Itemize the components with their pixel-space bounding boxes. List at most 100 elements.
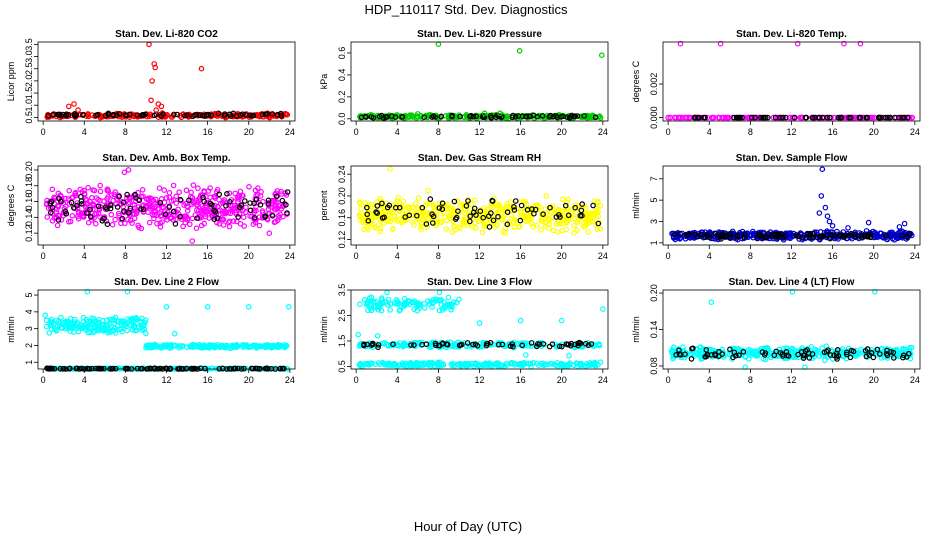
data-point: [507, 199, 514, 205]
data-point: [257, 202, 264, 208]
data-point: [49, 218, 56, 224]
data-point: [543, 210, 550, 217]
data-point: [209, 365, 215, 372]
data-point: [436, 205, 443, 211]
data-point: [97, 188, 104, 195]
y-tick-label: 0.5: [24, 111, 34, 124]
x-tick-label: 12: [474, 127, 484, 137]
data-point: [63, 111, 70, 118]
data-point: [394, 342, 401, 349]
data-point: [378, 295, 385, 301]
data-point: [250, 221, 257, 228]
data-point: [565, 212, 572, 219]
data-point: [189, 238, 196, 244]
data-point: [132, 191, 138, 198]
data-point: [391, 300, 398, 306]
data-point: [396, 208, 403, 214]
data-point: [594, 209, 600, 215]
data-point: [706, 234, 713, 241]
data-point: [131, 215, 138, 222]
data-point: [772, 114, 779, 121]
data-point: [522, 198, 529, 205]
data-point: [355, 331, 362, 338]
data-point: [511, 207, 518, 213]
x-tick-label: 20: [869, 251, 879, 261]
data-point: [871, 288, 878, 295]
data-point: [563, 199, 570, 205]
data-point: [190, 113, 196, 120]
data-point: [786, 230, 793, 237]
data-point: [804, 347, 810, 353]
data-point: [124, 191, 130, 198]
data-point: [560, 113, 566, 120]
data-point: [396, 204, 403, 211]
data-point: [495, 213, 501, 220]
data-point: [374, 333, 381, 339]
data-point: [835, 114, 841, 121]
data-point: [375, 360, 382, 366]
data-point: [80, 319, 87, 325]
data-point: [710, 114, 717, 121]
data-point: [898, 230, 905, 236]
data-point: [385, 296, 392, 303]
data-point: [427, 196, 434, 202]
data-point: [63, 319, 69, 326]
data-point: [91, 315, 97, 322]
y-axis-label: Licor ppm: [6, 62, 16, 102]
data-point: [810, 234, 817, 241]
data-point: [75, 107, 81, 113]
data-point: [534, 360, 540, 367]
y-tick-label: 0.12: [24, 224, 34, 242]
data-point: [166, 190, 173, 196]
data-point: [181, 202, 187, 208]
data-point: [731, 349, 738, 356]
data-point: [83, 196, 89, 202]
data-point: [129, 220, 135, 226]
data-point: [211, 207, 217, 214]
data-point: [112, 216, 118, 223]
y-tick-label: 0.5: [337, 360, 347, 373]
data-point: [58, 217, 65, 223]
data-point: [402, 214, 409, 220]
data-point: [95, 326, 102, 332]
data-point: [278, 191, 285, 197]
data-point: [819, 114, 826, 121]
data-point: [551, 361, 557, 368]
data-point: [164, 217, 170, 223]
data-point: [375, 222, 382, 228]
data-point: [439, 200, 446, 207]
data-point: [680, 344, 686, 351]
data-point: [685, 231, 692, 238]
data-point: [79, 201, 85, 207]
data-point: [802, 114, 809, 121]
y-tick-label: 0.14: [24, 209, 34, 227]
x-tick-label: 24: [285, 251, 295, 261]
data-point: [577, 362, 584, 369]
data-point: [388, 300, 394, 307]
data-point: [256, 222, 263, 229]
data-point: [477, 208, 484, 215]
data-point: [159, 219, 165, 225]
data-point: [81, 210, 87, 217]
data-point: [864, 233, 870, 240]
data-point: [451, 223, 458, 230]
data-point: [189, 201, 195, 208]
data-point: [556, 220, 563, 227]
data-point: [74, 202, 80, 209]
data-point: [170, 208, 177, 215]
data-point: [284, 189, 291, 195]
data-point: [570, 362, 577, 369]
data-point: [222, 210, 228, 217]
data-point: [66, 187, 73, 194]
data-point: [450, 299, 457, 306]
data-point: [411, 306, 417, 313]
data-point: [229, 208, 236, 214]
data-point: [113, 201, 120, 207]
data-point: [765, 230, 772, 237]
data-point: [799, 234, 806, 241]
data-point: [163, 195, 170, 201]
data-point: [245, 303, 252, 310]
data-point: [226, 190, 233, 197]
data-point: [266, 230, 273, 237]
data-point: [476, 320, 483, 326]
